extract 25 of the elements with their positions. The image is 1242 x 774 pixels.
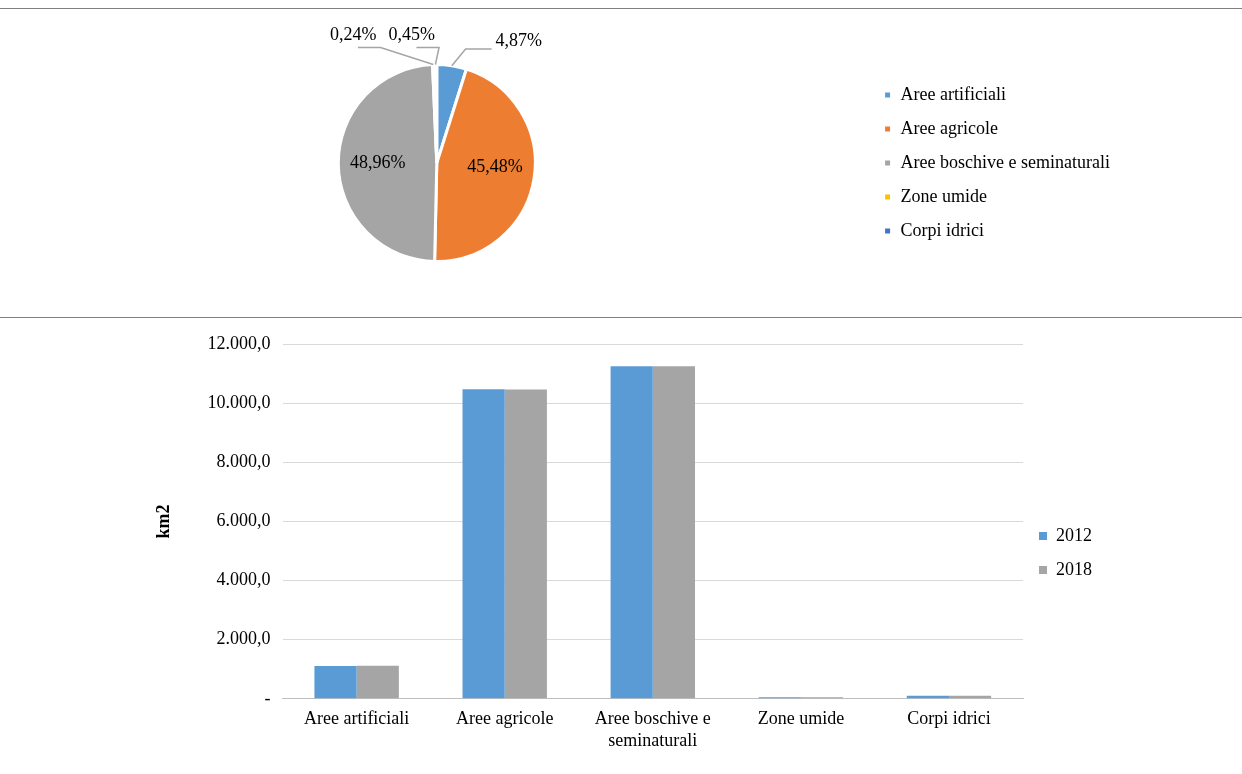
- legend-label: Aree artificiali: [900, 83, 1007, 104]
- y-tick-label: 12.000,0: [207, 332, 271, 353]
- legend-label: 2012: [1056, 524, 1092, 545]
- legend-label: 2018: [1056, 558, 1092, 579]
- y-tick-label: 6.000,0: [216, 510, 271, 531]
- x-tick-label: Aree boschive e seminaturali: [594, 708, 711, 750]
- x-tick-label: Zone umide: [757, 708, 845, 729]
- data-label: 4,87%: [495, 29, 543, 50]
- data-label: 0,24%: [330, 24, 377, 45]
- legend-label: Aree agricole: [900, 117, 999, 138]
- y-tick-label: 8.000,0: [216, 451, 271, 471]
- data-label: 48,96%: [349, 152, 406, 172]
- data-label: 45,48%: [467, 155, 523, 176]
- data-label: 0,45%: [388, 24, 436, 45]
- y-axis-title: km2: [153, 504, 174, 539]
- y-tick-label: 10.000,0: [207, 391, 271, 412]
- legend-label: Zone umide: [900, 185, 988, 206]
- y-tick-label: 4.000,0: [216, 569, 271, 590]
- legend-label: Aree boschive e seminaturali: [900, 151, 1110, 172]
- x-tick-label: Corpi idrici: [907, 708, 991, 729]
- x-tick-label: Aree agricole: [456, 708, 554, 729]
- y-tick-label: -: [264, 687, 271, 708]
- legend-label: Corpi idrici: [900, 219, 985, 240]
- y-tick-label: 2.000,0: [216, 628, 271, 649]
- x-tick-label: Aree artificiali: [303, 708, 410, 729]
